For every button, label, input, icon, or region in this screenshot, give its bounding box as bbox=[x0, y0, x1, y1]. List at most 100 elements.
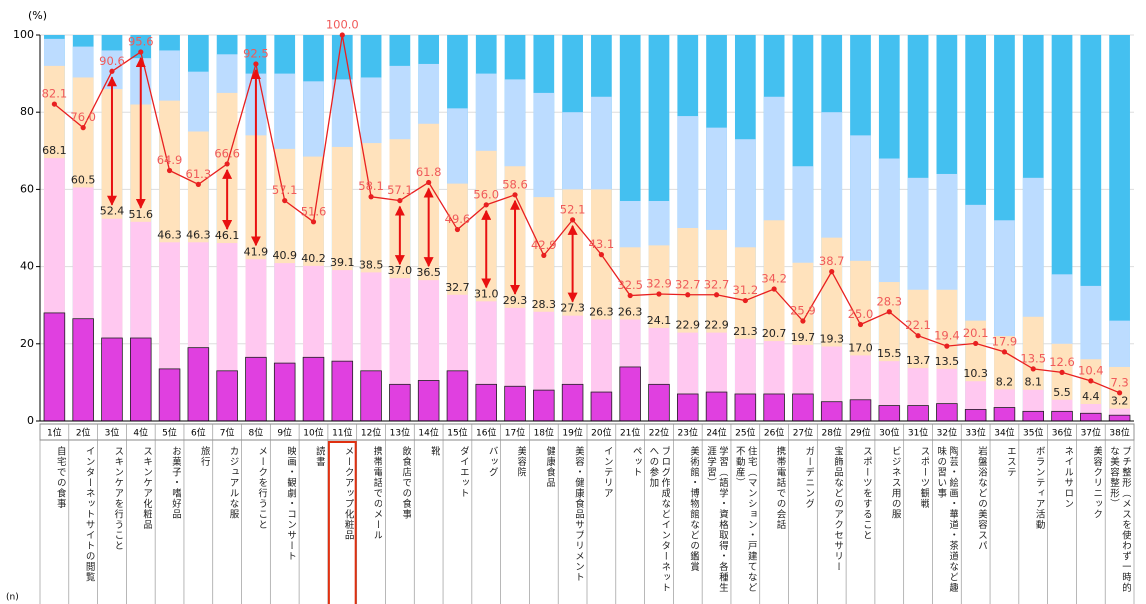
category-label: スポーツ観戦 bbox=[918, 446, 930, 509]
bar bbox=[763, 393, 785, 422]
bar bbox=[475, 383, 498, 422]
highlight-box bbox=[327, 441, 357, 604]
line-point bbox=[685, 292, 691, 298]
category-label: 住宅（マンション・戸建てなど不動産） bbox=[733, 446, 757, 593]
line-value-label: 43.1 bbox=[589, 237, 615, 251]
rank-label: 27位 bbox=[793, 427, 813, 439]
line-point bbox=[857, 321, 864, 328]
bar bbox=[1108, 414, 1131, 422]
category-label: プチ整形（メスを使わず一時的な美容整形） bbox=[1108, 446, 1131, 593]
rank-label: 23位 bbox=[678, 427, 698, 439]
rank-label: 30位 bbox=[879, 427, 899, 439]
line-value-label: 57.1 bbox=[387, 183, 413, 197]
bar bbox=[964, 409, 987, 422]
bar-value-label: 27.3 bbox=[560, 302, 585, 315]
bar-value-label: 8.2 bbox=[996, 375, 1014, 388]
line-point bbox=[224, 161, 230, 167]
line-value-label: 49.6 bbox=[445, 212, 471, 226]
line-point bbox=[1001, 349, 1008, 355]
line-point bbox=[51, 101, 57, 107]
line-point bbox=[771, 286, 777, 292]
bar bbox=[273, 362, 296, 422]
rank-label: 1位 bbox=[47, 427, 62, 439]
bar-value-label: 28.3 bbox=[532, 298, 557, 311]
bar-value-label: 40.9 bbox=[272, 249, 297, 262]
category-label: ガーデニング bbox=[803, 446, 815, 509]
category-label: 携帯電話でのメール bbox=[371, 446, 383, 541]
bar-value-label: 40.2 bbox=[301, 252, 326, 265]
y-tick-label: 60 bbox=[20, 182, 34, 195]
line-value-label: 25.0 bbox=[848, 307, 874, 321]
bar-value-label: 17.0 bbox=[848, 341, 873, 354]
bar bbox=[43, 312, 66, 422]
line-point bbox=[166, 167, 173, 174]
category-label: インテリア bbox=[601, 446, 613, 499]
category-label: 健康食品 bbox=[544, 446, 556, 488]
category-label: メークアップ化粧品 bbox=[342, 446, 354, 541]
category-label: 美術館・博物館などの鑑賞 bbox=[688, 446, 700, 572]
y-tick-label: 40 bbox=[20, 260, 34, 273]
line-value-label: 25.9 bbox=[790, 304, 816, 318]
line-point bbox=[512, 192, 518, 198]
rank-label: 28位 bbox=[821, 427, 841, 439]
rank-label: 10位 bbox=[303, 427, 323, 439]
bar bbox=[129, 337, 152, 422]
category-label: 宝飾品などのアクセサリー bbox=[832, 446, 844, 572]
line-value-label: 90.6 bbox=[99, 54, 125, 68]
rank-label: 32位 bbox=[937, 427, 957, 439]
bar-value-label: 60.5 bbox=[71, 173, 96, 186]
bar bbox=[360, 370, 382, 422]
line-point bbox=[1088, 378, 1094, 384]
line-value-label: 31.2 bbox=[733, 283, 759, 297]
bar bbox=[504, 385, 526, 422]
line-value-label: 19.4 bbox=[934, 329, 960, 343]
bar-value-label: 39.1 bbox=[330, 256, 355, 269]
rank-label: 20位 bbox=[591, 427, 611, 439]
line-value-label: 66.6 bbox=[214, 146, 240, 160]
line-point bbox=[915, 333, 921, 339]
line-point bbox=[426, 179, 432, 186]
line-point bbox=[886, 309, 892, 315]
line-value-label: 38.7 bbox=[819, 254, 845, 268]
n-label: (n) bbox=[6, 593, 19, 603]
line-value-label: 34.2 bbox=[761, 271, 787, 285]
line-value-label: 95.6 bbox=[128, 34, 154, 48]
y-tick-label: 80 bbox=[20, 105, 34, 118]
bar bbox=[561, 383, 584, 422]
line-value-label: 7.3 bbox=[1110, 375, 1128, 389]
bar-value-label: 4.4 bbox=[1082, 390, 1100, 403]
bar-value-label: 46.1 bbox=[215, 229, 240, 242]
line-point bbox=[973, 340, 979, 347]
line-point bbox=[138, 49, 144, 55]
rank-label: 22位 bbox=[649, 427, 669, 439]
line-value-label: 56.0 bbox=[473, 187, 499, 201]
y-tick-label: 20 bbox=[20, 337, 34, 350]
line-value-label: 64.9 bbox=[157, 153, 183, 167]
rank-label: 15位 bbox=[447, 427, 467, 439]
category-label: 岩盤浴などの美容スパ bbox=[976, 446, 988, 551]
line-value-label: 82.1 bbox=[42, 87, 68, 101]
bar-value-label: 15.5 bbox=[877, 347, 902, 360]
bar bbox=[1022, 410, 1045, 422]
rank-label: 4位 bbox=[133, 427, 148, 439]
line-point bbox=[454, 226, 461, 233]
bar bbox=[619, 366, 641, 422]
rank-label: 2位 bbox=[76, 427, 91, 439]
category-label: ビジネス用の服 bbox=[889, 446, 901, 520]
bar bbox=[936, 403, 958, 422]
rank-label: 17位 bbox=[505, 427, 525, 439]
category-label: 美容・健康食品サプリメント bbox=[572, 446, 584, 583]
category-label: ネイルサロン bbox=[1062, 446, 1074, 509]
bar-value-label: 51.6 bbox=[129, 208, 154, 221]
bar-value-label: 29.3 bbox=[503, 294, 528, 307]
line bbox=[53, 34, 1120, 394]
category-label: バッグ bbox=[486, 446, 498, 478]
bar bbox=[417, 380, 440, 422]
bar-value-label: 37.0 bbox=[388, 264, 413, 277]
rank-label: 18位 bbox=[534, 427, 554, 439]
bar-value-label: 32.7 bbox=[445, 281, 470, 294]
bar bbox=[878, 405, 901, 422]
bar-value-label: 26.3 bbox=[589, 305, 614, 318]
rank-label: 16位 bbox=[476, 427, 496, 439]
line-value-label: 76.0 bbox=[70, 110, 96, 124]
